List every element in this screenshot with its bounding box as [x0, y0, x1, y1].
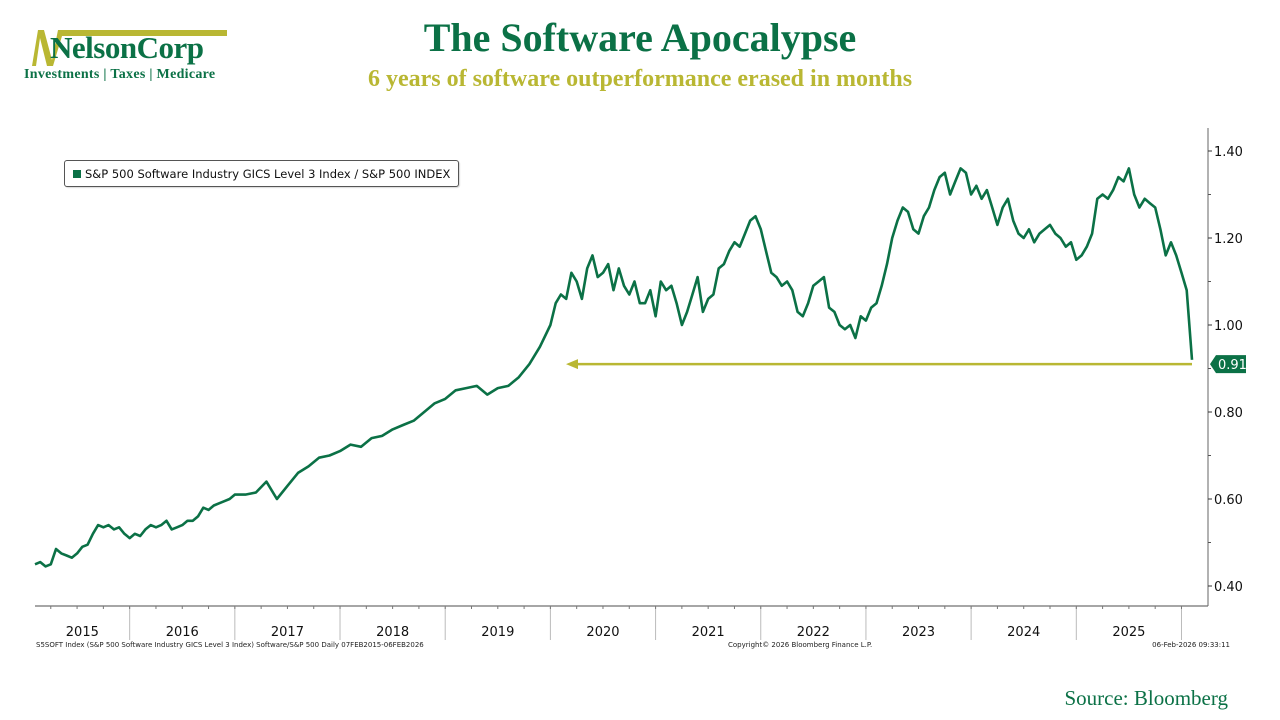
footer-copyright: Copyright© 2026 Bloomberg Finance L.P. [728, 641, 873, 649]
series-line [34, 167, 1194, 568]
y-tick-label: 1.00 [1214, 319, 1243, 334]
y-tick-label: 0.40 [1214, 580, 1243, 595]
y-tick-label: 0.60 [1214, 493, 1243, 508]
x-tick-label: 2017 [271, 625, 304, 640]
x-tick-label: 2021 [692, 625, 725, 640]
x-tick-label: 2020 [586, 625, 619, 640]
y-tick-label: 1.40 [1214, 145, 1243, 160]
chart-subtitle: 6 years of software outperformance erase… [367, 66, 913, 92]
x-tick-label: 2023 [902, 625, 935, 640]
nelsoncorp-logo [22, 26, 232, 86]
logo-mark-icon [24, 30, 227, 66]
chart-title: The Software Apocalypse [423, 15, 857, 60]
legend-swatch [73, 169, 81, 178]
annotation-arrowhead [566, 359, 578, 370]
axes: 0.40 0.60 0.80 1.00 1.20 1.40 2015 2016 2017 2018… [35, 128, 1247, 640]
footer-timestamp: 06-Feb-2026 09:33:11 [1152, 641, 1230, 649]
last-value-tag: 0.91 [1210, 355, 1247, 374]
x-tick-label: 2015 [66, 625, 99, 640]
last-value-badge [1210, 355, 1246, 374]
y-tick-label: 1.20 [1214, 232, 1243, 247]
logo-name: NelsonCorp [50, 30, 204, 65]
x-tick-label: 2022 [797, 625, 830, 640]
chart-legend: S&P 500 Software Industry GICS Level 3 I… [64, 160, 460, 187]
legend-entry: S&P 500 Software Industry GICS Level 3 I… [85, 166, 451, 181]
x-tick-label: 2018 [376, 625, 409, 640]
last-value-label: 0.91 [1218, 358, 1247, 373]
footer-series-note: S5SOFT Index (S&P 500 Software Industry … [36, 641, 424, 649]
source-note: Source: Bloomberg [1064, 686, 1228, 710]
logo-tagline: Investments | Taxes | Medicare [24, 67, 216, 82]
x-tick-label: 2016 [166, 625, 199, 640]
x-tick-label: 2019 [481, 625, 514, 640]
x-tick-label: 2024 [1007, 625, 1040, 640]
plot-area [34, 167, 1194, 568]
y-tick-label: 0.80 [1214, 406, 1243, 421]
x-tick-label: 2025 [1112, 625, 1145, 640]
